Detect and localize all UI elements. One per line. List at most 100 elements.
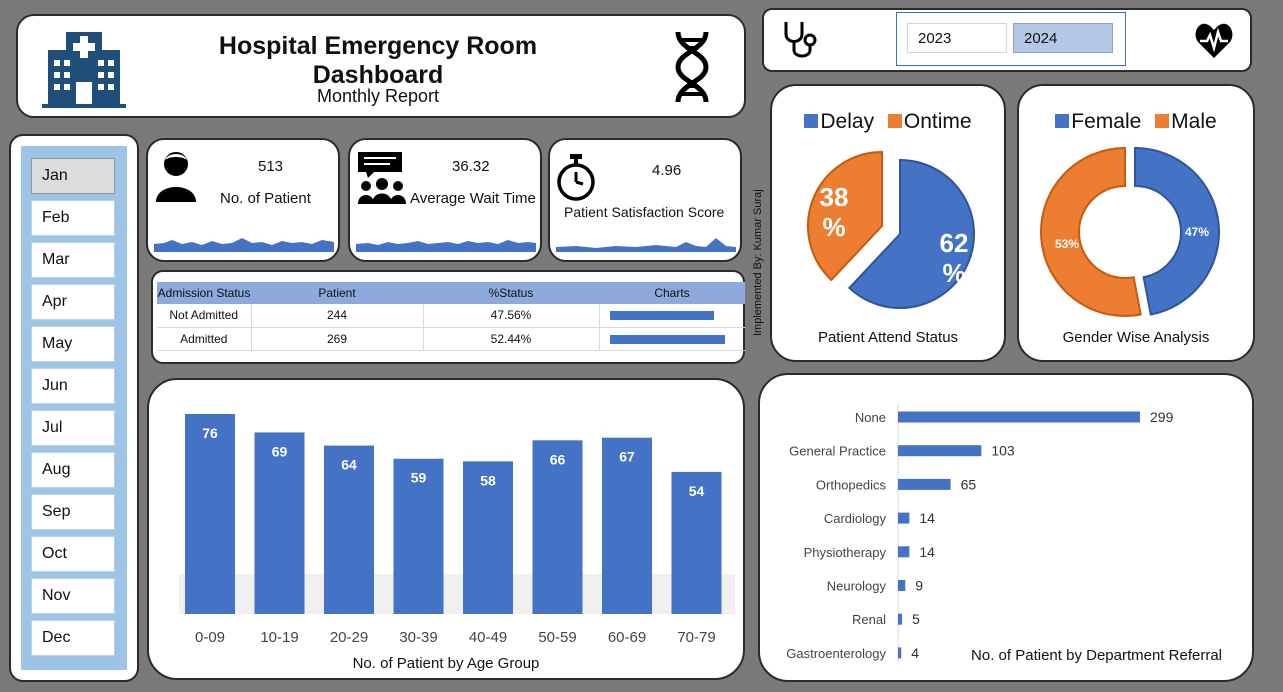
age-category-label: 30-39	[399, 629, 437, 646]
month-oct-button[interactable]: Oct	[31, 536, 115, 572]
age-bar	[254, 432, 305, 614]
dna-icon	[675, 31, 709, 103]
kpi-patients-label: No. of Patient	[220, 190, 311, 207]
age-category-label: 10-19	[260, 629, 298, 646]
pie-label-delay: 62	[940, 228, 969, 258]
age-bar-label: 69	[272, 443, 288, 459]
age-group-chart-card: 76 0-09 69 10-19 64 20-29 59 30-39 58 40-49 66 50-5…	[147, 378, 745, 680]
dept-value-label: 299	[1150, 409, 1174, 425]
gender-legend: Female Male	[1019, 110, 1253, 134]
age-category-label: 60-69	[608, 629, 646, 646]
hospital-icon	[42, 32, 126, 108]
table-row: Not Admitted 244 47.56%	[157, 304, 745, 328]
attend-status-card: Delay Ontime 62% 38% Patient Attend Statu…	[770, 84, 1006, 362]
month-may-button[interactable]: May	[31, 326, 115, 362]
dept-bar	[898, 580, 906, 591]
age-bar-label: 64	[341, 457, 357, 473]
gender-card: Female Male 47% 53% Gender Wise Analysis	[1017, 84, 1255, 362]
dept-value-label: 9	[915, 578, 923, 594]
year-panel: 2023 2024	[762, 8, 1252, 72]
month-feb-button[interactable]: Feb	[31, 200, 115, 236]
patients-sparkline	[154, 238, 334, 252]
kpi-satisfaction-value: 4.96	[652, 162, 682, 179]
pie-label-delay: %	[942, 258, 965, 288]
month-aug-button[interactable]: Aug	[31, 452, 115, 488]
legend-item: Female	[1055, 110, 1141, 133]
month-jul-button[interactable]: Jul	[31, 410, 115, 446]
cell-pct: 47.56%	[423, 304, 600, 328]
cell-status: Not Admitted	[157, 304, 252, 328]
dept-value-label: 5	[912, 611, 920, 627]
dept-value-label: 14	[919, 510, 935, 526]
attend-chart-title: Patient Attend Status	[817, 329, 959, 346]
age-category-label: 40-49	[469, 629, 507, 646]
cell-patient: 244	[251, 304, 424, 328]
admission-card: Admission Status Patient %Status Charts …	[151, 270, 745, 364]
col-admission-status: Admission Status	[157, 282, 251, 304]
dept-category-label: Cardiology	[824, 511, 887, 526]
data-bar	[609, 334, 725, 344]
dept-category-label: General Practice	[789, 444, 886, 459]
person-icon	[156, 152, 196, 202]
age-category-label: 20-29	[330, 629, 368, 646]
year-slicer: 2023 2024	[896, 12, 1126, 66]
data-bar	[609, 311, 715, 320]
donut-label-male: 53%	[1055, 237, 1079, 251]
age-bar-label: 76	[202, 425, 218, 441]
cell-chart	[599, 304, 745, 328]
month-jan-button[interactable]: Jan	[31, 158, 115, 194]
header-card: Hospital Emergency Room Dashboard Monthl…	[16, 14, 746, 118]
chat-group-icon	[358, 152, 406, 204]
month-sep-button[interactable]: Sep	[31, 494, 115, 530]
age-bar-label: 66	[550, 451, 566, 467]
dept-chart-title: No. of Patient by Department Referral	[971, 647, 1222, 664]
page-title: Hospital Emergency Room Dashboard	[218, 32, 538, 89]
attend-pie-chart: 62%38%	[807, 150, 975, 309]
gender-donut-chart: 47% 53%	[1040, 146, 1220, 317]
month-mar-button[interactable]: Mar	[31, 242, 115, 278]
age-bar	[393, 458, 444, 614]
month-nov-button[interactable]: Nov	[31, 578, 115, 614]
age-bar	[463, 461, 513, 614]
age-category-label: 50-59	[538, 629, 576, 646]
age-chart-title: No. of Patient by Age Group	[352, 655, 540, 672]
dept-value-label: 65	[961, 476, 977, 492]
dept-referral-chart: None 299 General Practice 103 Orthopedics 65 C…	[786, 403, 1174, 663]
attend-legend: Delay Ontime	[772, 110, 1004, 134]
dept-category-label: Gastroenterology	[786, 646, 886, 661]
dept-bar	[898, 445, 982, 457]
page-subtitle: Monthly Report	[316, 86, 440, 106]
month-slicer: Jan Feb Mar Apr May Jun Jul Aug Sep Oct Nov Dec	[9, 134, 139, 682]
kpi-wait-card: 36.32 Average Wait Time	[348, 138, 542, 262]
age-bar-label: 67	[619, 449, 635, 465]
kpi-satisfaction-label: Patient Satisfaction Score	[564, 204, 725, 220]
age-bar	[185, 414, 235, 614]
cell-status: Admitted	[157, 327, 252, 351]
gender-chart-title: Gender Wise Analysis	[1062, 329, 1210, 346]
dept-category-label: Orthopedics	[816, 477, 887, 492]
legend-item: Male	[1155, 110, 1217, 133]
legend-item: Delay	[804, 110, 874, 133]
donut-slice-male	[1040, 146, 1142, 317]
age-bar-label: 54	[689, 483, 705, 499]
donut-label-female: 47%	[1185, 225, 1209, 239]
dept-category-label: Physiotherapy	[804, 545, 887, 560]
stethoscope-icon	[784, 22, 817, 58]
month-dec-button[interactable]: Dec	[31, 620, 115, 656]
dept-value-label: 14	[919, 544, 935, 560]
kpi-wait-label: Average Wait Time	[410, 190, 536, 207]
year-2024-button[interactable]: 2024	[1013, 23, 1113, 53]
dept-bar	[898, 613, 903, 625]
dept-bar	[898, 546, 910, 558]
kpi-wait-value: 36.32	[452, 158, 490, 175]
year-2023-button[interactable]: 2023	[907, 23, 1007, 53]
pie-slice-delay	[847, 158, 975, 309]
month-jun-button[interactable]: Jun	[31, 368, 115, 404]
heart-pulse-icon	[1195, 23, 1233, 58]
dept-bar	[898, 647, 902, 659]
dept-referral-card: None 299 General Practice 103 Orthopedics 65 C…	[758, 373, 1254, 682]
month-apr-button[interactable]: Apr	[31, 284, 115, 320]
legend-item: Ontime	[887, 110, 972, 133]
age-group-chart: 76 0-09 69 10-19 64 20-29 59 30-39 58 40-49 66 50-5…	[179, 414, 735, 646]
dept-category-label: Neurology	[827, 579, 887, 594]
